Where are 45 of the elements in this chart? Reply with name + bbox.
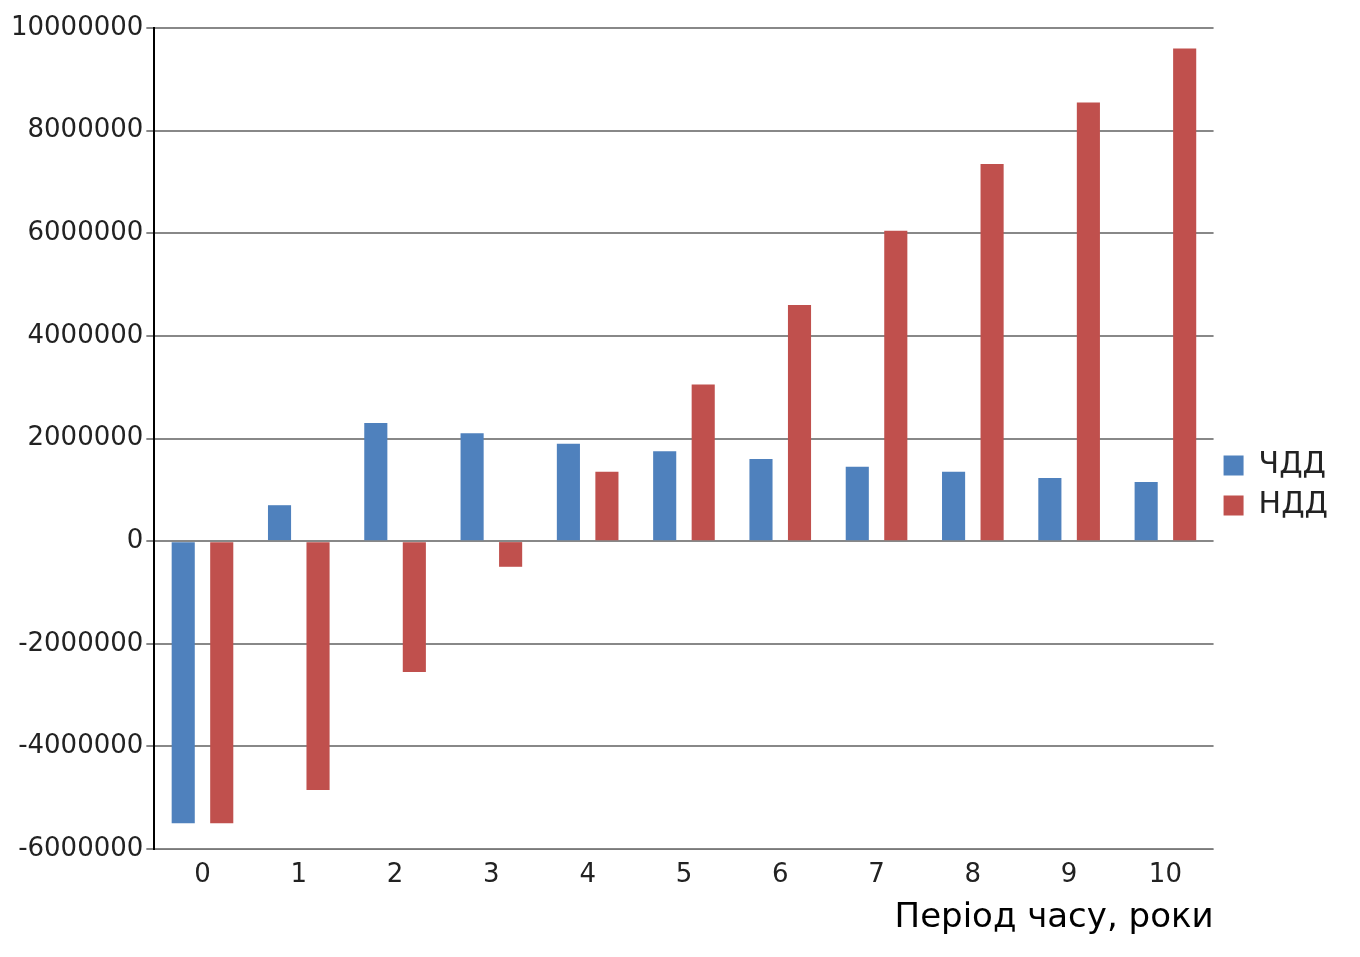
x-tick-label: 1 <box>290 858 308 889</box>
bar <box>306 542 330 790</box>
bar <box>1076 102 1100 541</box>
bar <box>171 542 195 824</box>
y-tick-label: 8000000 <box>27 113 144 144</box>
x-tick-label: 9 <box>1060 858 1078 889</box>
y-tick-label: 6000000 <box>27 216 144 246</box>
bar <box>749 459 773 541</box>
y-tick-label: 4000000 <box>27 318 144 349</box>
bar <box>402 542 426 672</box>
bar <box>845 466 869 541</box>
y-tick-label: 2000000 <box>27 421 144 452</box>
legend-label: ЧДД <box>1258 445 1327 481</box>
bar <box>267 505 292 541</box>
x-tick-label: 6 <box>771 858 789 889</box>
x-axis-title: Період часу, роки <box>894 895 1214 936</box>
bar <box>1134 482 1158 541</box>
bar <box>942 471 966 541</box>
x-tick-label: 10 <box>1148 858 1182 889</box>
x-tick-label: 5 <box>675 858 693 889</box>
bar <box>691 384 715 541</box>
y-tick-label: 10000000 <box>10 10 144 41</box>
x-tick-label: 3 <box>483 858 500 889</box>
bar <box>595 471 619 541</box>
x-tick-label: 8 <box>964 858 982 889</box>
x-tick-label: 4 <box>579 858 596 889</box>
x-tick-label: 0 <box>194 858 211 889</box>
y-tick-label: -6000000 <box>18 831 144 862</box>
y-tick-label: -4000000 <box>18 729 144 760</box>
bar <box>210 542 234 824</box>
y-tick-label: 0 <box>126 523 144 554</box>
x-tick-label: 2 <box>386 858 404 889</box>
y-tick-label: -2000000 <box>18 626 144 657</box>
legend-label: НДД <box>1258 485 1328 521</box>
bar <box>460 433 484 541</box>
bar <box>884 230 908 541</box>
bar <box>364 423 388 541</box>
bar <box>1038 478 1062 541</box>
bar <box>653 451 677 541</box>
bar <box>787 305 812 541</box>
bar <box>499 542 523 567</box>
x-tick-label: 7 <box>868 858 885 889</box>
bar <box>980 163 1004 541</box>
bar <box>1173 48 1197 541</box>
bar <box>556 443 580 541</box>
